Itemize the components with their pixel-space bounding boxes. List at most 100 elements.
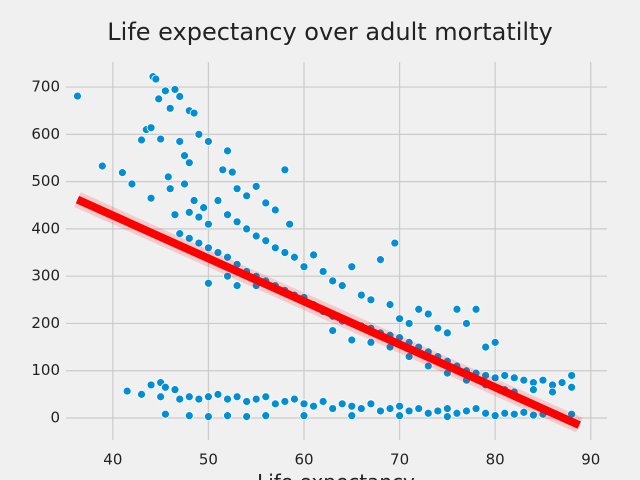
point — [433, 323, 443, 333]
point — [204, 278, 213, 288]
point — [452, 304, 462, 314]
point — [194, 129, 204, 139]
point — [151, 74, 161, 84]
point — [270, 243, 280, 253]
point — [490, 373, 500, 383]
point — [242, 191, 252, 201]
point — [280, 397, 290, 406]
chart-title: Life expectancy over adult mortatilty — [107, 18, 552, 46]
point — [146, 123, 156, 133]
x-tick-label: 80 — [486, 451, 505, 469]
point — [462, 406, 471, 416]
point — [490, 411, 500, 421]
point — [509, 409, 519, 419]
point — [189, 108, 199, 118]
point — [567, 371, 577, 380]
point — [223, 252, 232, 262]
point — [299, 411, 309, 421]
point — [223, 146, 232, 156]
y-tick-label: 100 — [31, 361, 60, 379]
point — [137, 135, 146, 145]
point — [199, 203, 209, 213]
point — [194, 212, 204, 222]
point — [414, 404, 424, 413]
point — [154, 94, 164, 104]
y-tick-label: 600 — [31, 125, 60, 143]
point — [232, 281, 242, 291]
point — [204, 392, 213, 402]
y-tick-label: 700 — [31, 78, 60, 96]
y-tick-label: 0 — [50, 409, 60, 427]
point — [175, 394, 185, 404]
point — [452, 408, 462, 418]
point — [213, 248, 223, 257]
point — [161, 382, 170, 392]
point — [356, 404, 366, 413]
point — [280, 248, 290, 257]
point — [170, 210, 180, 220]
point — [500, 371, 510, 380]
x-tick-label: 40 — [103, 451, 122, 469]
point — [385, 404, 395, 413]
point — [529, 385, 538, 395]
point — [163, 172, 173, 182]
x-axis-label: Life expectancy — [257, 470, 415, 480]
regression-line — [75, 195, 581, 429]
point — [404, 319, 414, 328]
point — [184, 207, 194, 217]
point — [261, 411, 271, 421]
x-tick-label: 70 — [390, 451, 409, 469]
point — [213, 389, 223, 399]
y-tick-label: 400 — [31, 219, 60, 237]
point — [309, 250, 318, 260]
point — [117, 168, 127, 178]
point — [299, 399, 309, 409]
point — [481, 408, 491, 418]
x-tick-label: 50 — [199, 451, 218, 469]
point — [175, 92, 185, 101]
point — [423, 309, 433, 319]
point — [170, 385, 180, 395]
point — [366, 399, 376, 409]
point — [175, 229, 185, 239]
point — [299, 262, 309, 272]
point — [242, 397, 252, 406]
point — [328, 326, 338, 335]
point — [270, 205, 280, 215]
point — [366, 295, 376, 305]
x-tick-label: 90 — [581, 451, 600, 469]
point — [261, 236, 271, 246]
point — [414, 304, 424, 314]
point — [232, 184, 242, 194]
point — [538, 375, 548, 385]
point — [194, 238, 204, 248]
point — [156, 134, 166, 144]
point — [462, 319, 471, 328]
point — [251, 181, 261, 191]
y-tick-label: 300 — [31, 267, 60, 285]
point — [356, 290, 366, 300]
point — [194, 394, 204, 404]
point — [433, 406, 443, 416]
point — [290, 252, 299, 262]
point — [161, 409, 170, 419]
point — [73, 91, 82, 101]
point — [223, 210, 232, 220]
point — [170, 85, 180, 94]
point — [204, 412, 213, 421]
point — [184, 392, 194, 402]
point — [232, 392, 242, 402]
point — [442, 404, 452, 413]
point — [337, 281, 347, 291]
point — [529, 410, 538, 420]
point — [490, 337, 500, 347]
point — [328, 276, 338, 286]
point — [519, 375, 529, 385]
point — [318, 397, 328, 406]
point — [165, 184, 175, 194]
point — [442, 328, 452, 338]
point — [347, 335, 357, 345]
point — [156, 392, 166, 402]
point — [290, 394, 299, 404]
point — [481, 342, 491, 352]
